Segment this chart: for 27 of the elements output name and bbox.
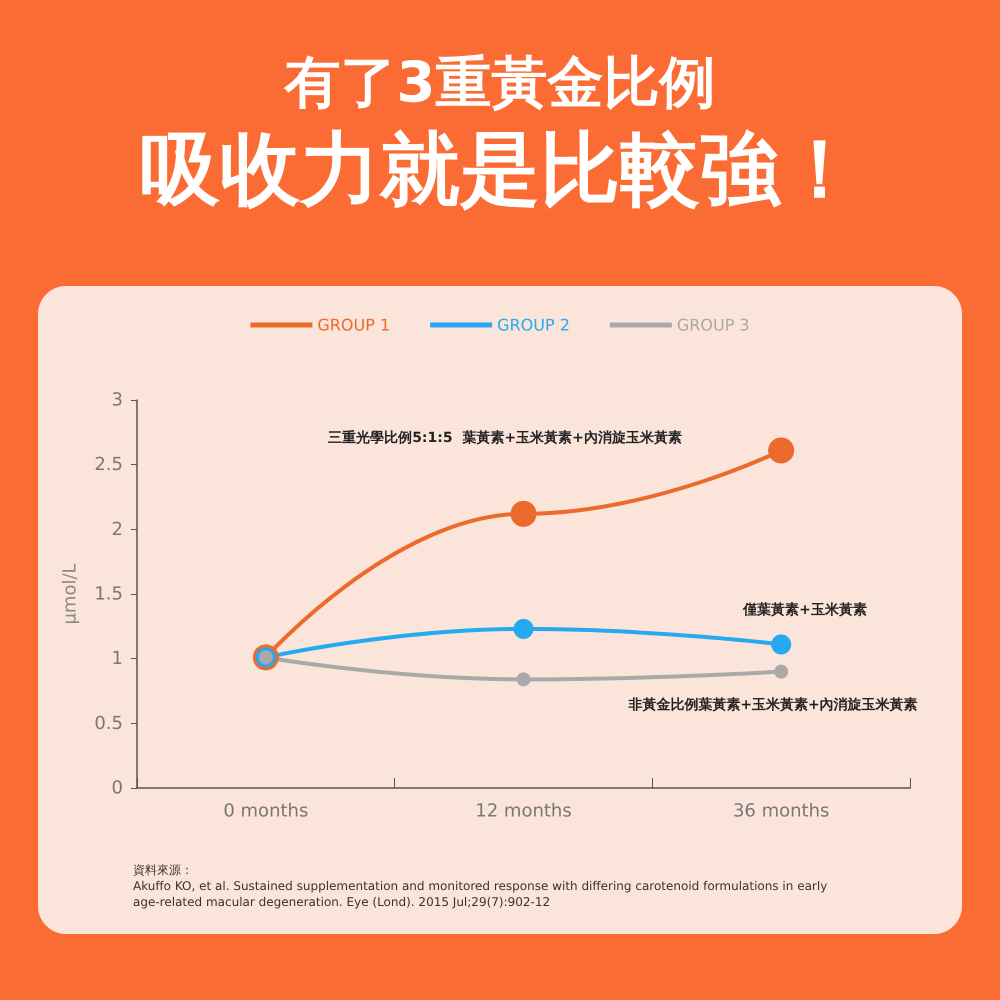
point	[768, 437, 794, 464]
point	[510, 500, 536, 527]
source-note: 資料來源：	[133, 863, 193, 877]
legend-label: GROUP 1	[317, 316, 390, 334]
y-tick-label: 1.5	[94, 584, 123, 604]
y-axis-title: μmol/L	[60, 563, 80, 625]
x-tick-label: 12 months	[475, 800, 572, 822]
point	[774, 664, 788, 679]
legend-label: GROUP 2	[497, 316, 570, 334]
y-tick-label: 2	[112, 518, 123, 540]
point	[771, 634, 792, 654]
annotation: 僅葉黃素+玉米黃素	[742, 602, 867, 618]
point	[514, 618, 534, 639]
point	[516, 672, 530, 686]
chart-title: 有了3重黃金比例	[282, 50, 716, 116]
x-tick-label: 0 months	[223, 800, 308, 822]
text: Akuffo KO, et al. Sustained supplementation and monitored response with differing carotenoid formulations in early age-related macular degeneration. Eye (Lond). 2015 Jul;29(7):902-12	[133, 879, 832, 909]
x-tick-label: 36 months	[732, 800, 830, 822]
chart-subtitle: 吸收力就是比較強！	[140, 122, 860, 216]
legend-label: GROUP 3	[676, 316, 750, 334]
annotation: 非黃金比例葉黃素+玉米黃素+內消旋玉米黃素	[627, 697, 918, 713]
y-tick-label: 1	[112, 648, 123, 670]
y-tick-label: 0	[112, 778, 123, 798]
y-tick-label: 2.5	[94, 454, 123, 476]
y-tick-label: 3	[112, 390, 123, 410]
y-tick-label: 0.5	[94, 712, 123, 734]
annotation: 三重光學比例5:1:5 葉黃素+玉米黃素+內消旋玉米黃素	[328, 430, 682, 446]
